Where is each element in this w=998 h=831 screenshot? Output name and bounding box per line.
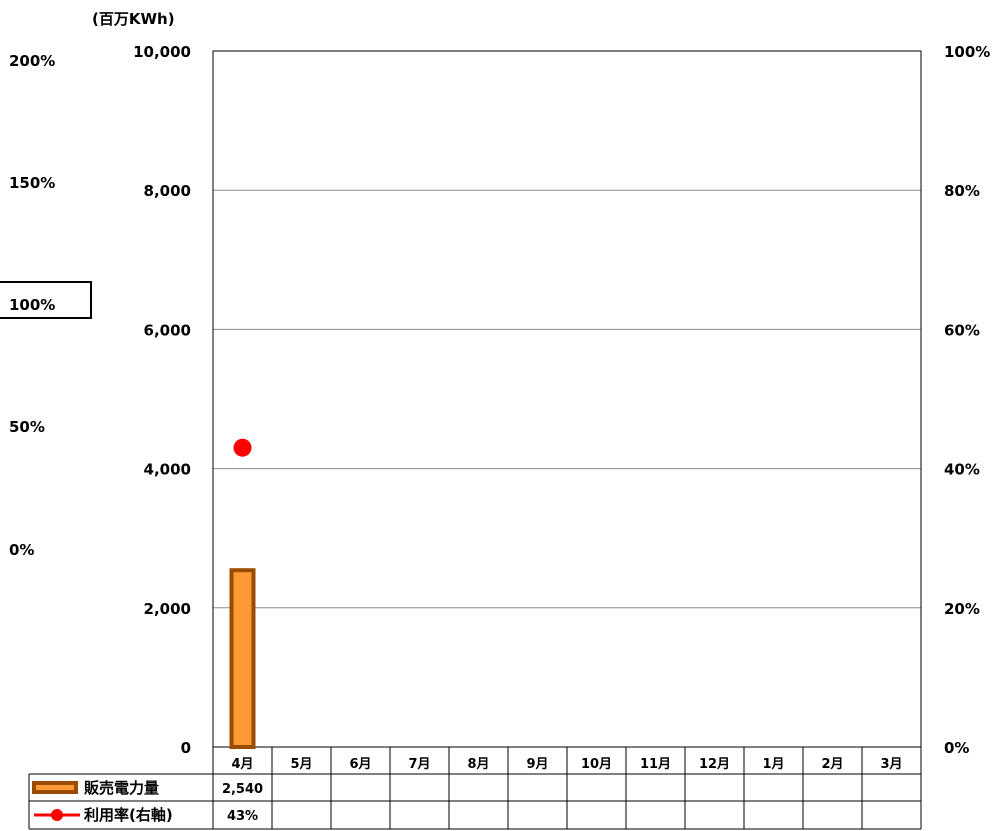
table-value-rate: 43% — [227, 809, 258, 824]
x-category-label: 9月 — [526, 757, 548, 772]
y2-tick-label: 0% — [944, 739, 969, 757]
y-axis-unit-label: (百万KWh) — [92, 10, 175, 28]
outer-axis-tick-label: 100% — [9, 296, 56, 314]
outer-axis-tick-label: 50% — [9, 418, 45, 436]
x-category-label: 6月 — [349, 757, 371, 772]
x-category-label: 7月 — [408, 757, 430, 772]
y2-tick-label: 60% — [944, 321, 980, 339]
legend-line-label: 利用率(右軸) — [84, 806, 173, 824]
x-category-label: 12月 — [699, 757, 730, 772]
x-category-label: 1月 — [762, 757, 784, 772]
bar — [229, 568, 256, 749]
plot-border — [212, 50, 922, 748]
y-tick-label: 2,000 — [144, 600, 191, 618]
x-category-label: 2月 — [821, 757, 843, 772]
legend-bar-key — [32, 781, 78, 794]
y2-tick-label: 20% — [944, 600, 980, 618]
line-point — [233, 438, 252, 457]
outer-axis-tick-label: 150% — [9, 174, 56, 192]
x-category-label: 10月 — [581, 757, 612, 772]
y-tick-label: 0 — [181, 739, 191, 757]
table-value-sales: 2,540 — [222, 782, 263, 797]
x-category-label: 4月 — [231, 757, 253, 772]
x-category-label: 11月 — [640, 757, 671, 772]
legend-line-marker — [51, 809, 63, 821]
outer-axis-tick-label: 200% — [9, 52, 56, 70]
x-category-label: 5月 — [290, 757, 312, 772]
y-tick-label: 10,000 — [133, 43, 191, 61]
y-tick-label: 8,000 — [144, 182, 191, 200]
x-category-label: 8月 — [467, 757, 489, 772]
outer-axis-tick-label: 0% — [9, 541, 35, 559]
y2-tick-label: 80% — [944, 182, 980, 200]
y-tick-label: 4,000 — [144, 461, 191, 479]
highlight-box — [0, 281, 92, 319]
y2-tick-label: 100% — [944, 43, 990, 61]
y-tick-label: 6,000 — [144, 321, 191, 339]
legend-bar-label: 販売電力量 — [84, 779, 159, 797]
x-category-label: 3月 — [880, 757, 902, 772]
y2-tick-label: 40% — [944, 461, 980, 479]
